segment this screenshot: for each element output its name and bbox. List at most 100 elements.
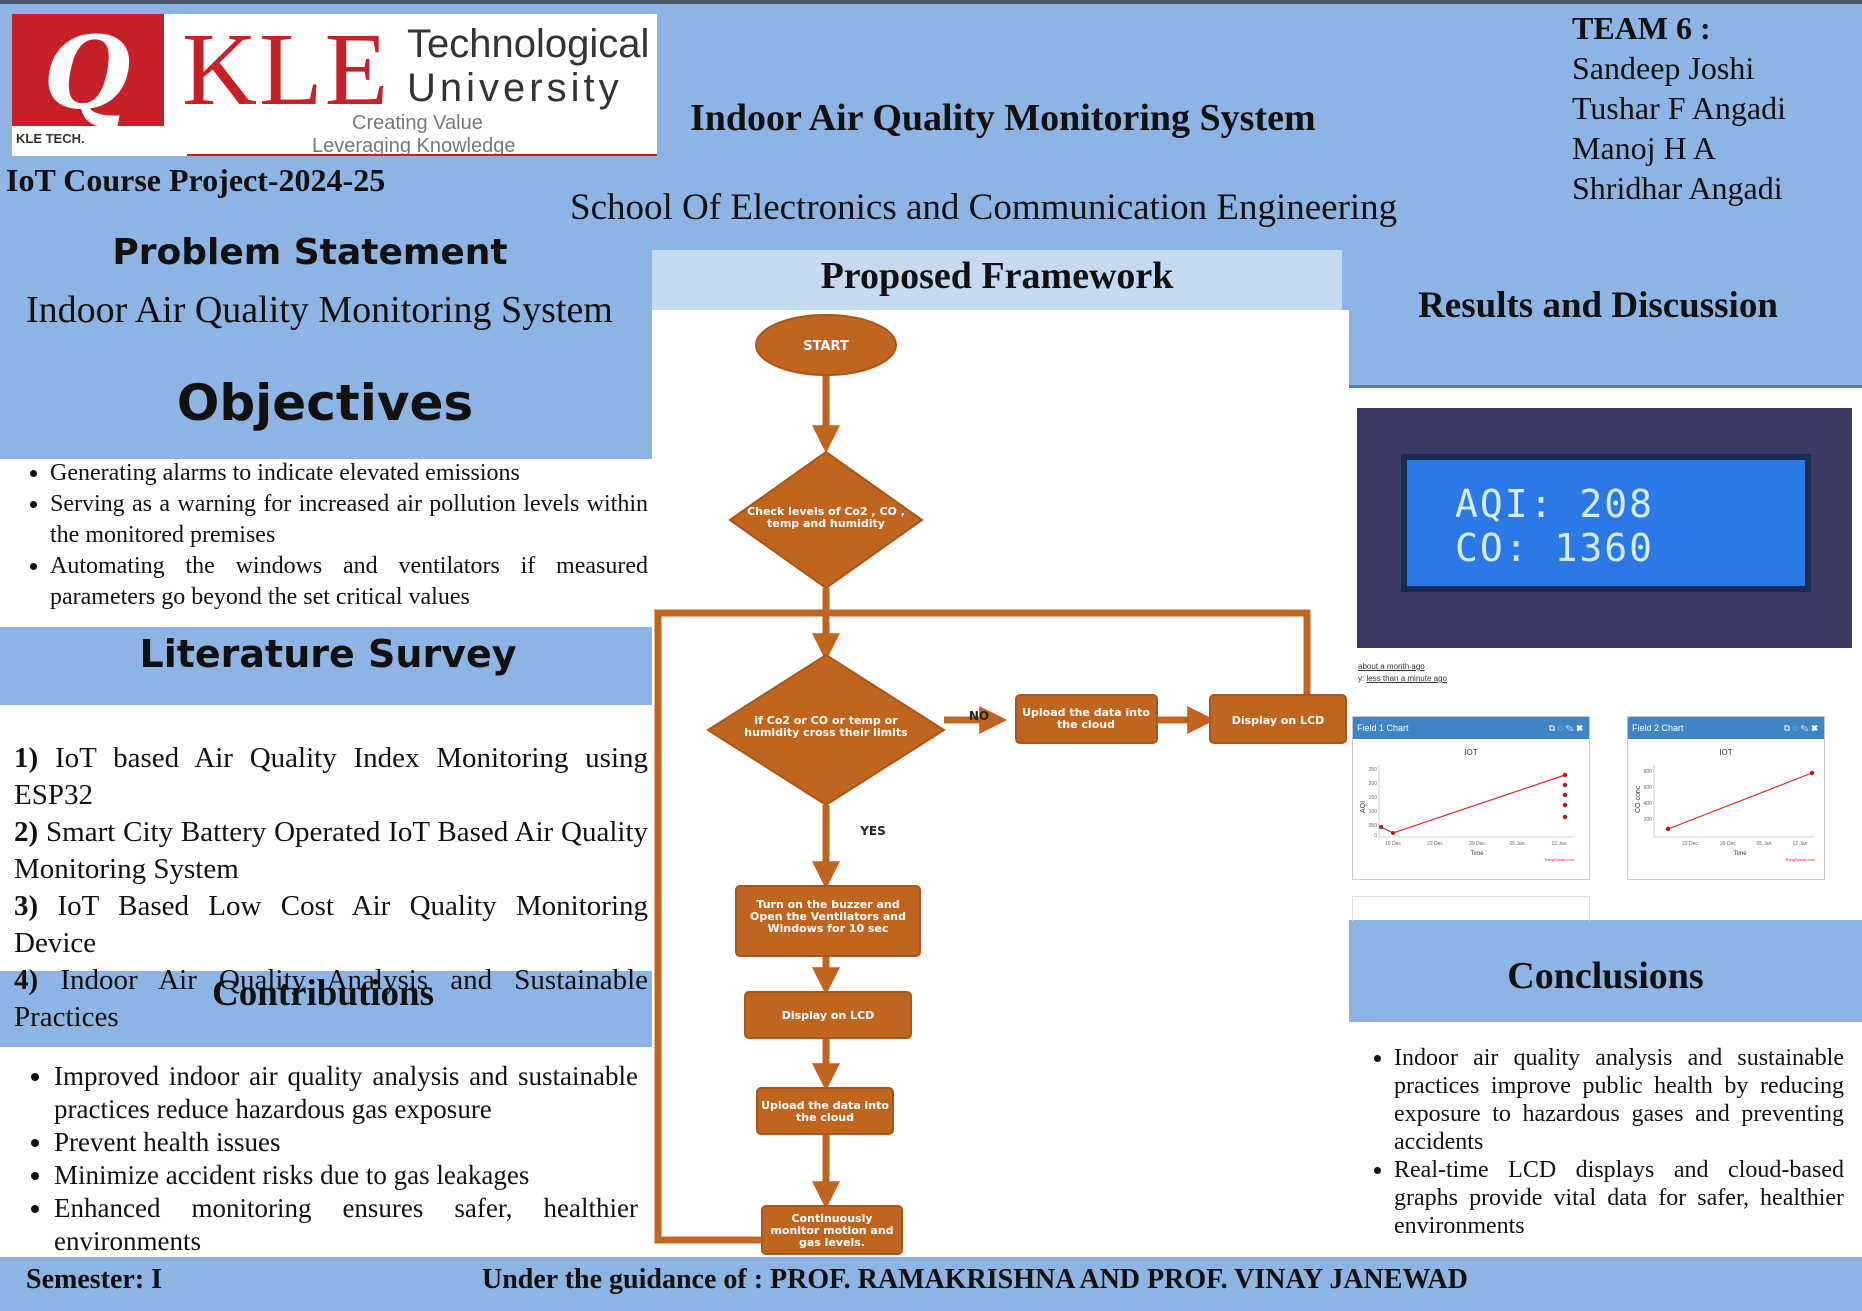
university-logo: Q KLE TECH. KLE Technological University… — [12, 14, 657, 156]
x-tick: 05 Jan — [1509, 841, 1524, 847]
upload-label: Upload the data into — [1022, 706, 1150, 719]
poster-title: Indoor Air Quality Monitoring System — [690, 97, 1316, 139]
upload-label: Upload the data into — [761, 1099, 889, 1112]
chart-credit: ThingSpeak.com — [1785, 857, 1816, 862]
limit-decision-diamond — [706, 653, 946, 807]
y-tick: 250 — [1369, 767, 1378, 773]
check-label: Check levels of Co2 , CO , — [747, 505, 905, 518]
upload-cloud-box — [1015, 694, 1158, 744]
field2-chart-plot: IOT CO conc 800 600 400 200 22 Dec 29 De… — [1635, 748, 1816, 862]
problem-statement-text: Indoor Air Quality Monitoring System — [26, 289, 613, 331]
results-heading: Results and Discussion — [1418, 285, 1778, 326]
y-tick: 600 — [1644, 785, 1653, 791]
display-lcd-box — [744, 991, 912, 1039]
x-tick: 12 Jan — [1792, 841, 1807, 847]
x-tick: 15 Dec — [1385, 841, 1401, 847]
contribution-item: Improved indoor air quality analysis and… — [54, 1060, 638, 1126]
literature-panel — [0, 705, 652, 971]
x-tick: 05 Jan — [1756, 841, 1771, 847]
lcd-screen: AQI: 208 CO: 1360 — [1401, 454, 1811, 592]
field1-chart: Field 1 Chart ⧉ ◌ ✎ ✖ IOT AQI 250 200 150… — [1352, 716, 1590, 880]
yes-label: YES — [859, 824, 886, 838]
guidance-label: Under the guidance of : PROF. RAMAKRISHN… — [482, 1264, 1468, 1295]
data-point — [1562, 792, 1568, 798]
literature-survey-heading: Literature Survey — [139, 632, 517, 676]
logo-technological-text: Technological — [407, 22, 650, 66]
buzzer-label: Open the Ventilators and — [750, 910, 906, 923]
y-tick: 150 — [1369, 795, 1378, 801]
conclusions-panel — [1349, 1022, 1862, 1257]
logo-underline — [187, 154, 657, 156]
field1-chart-plot: IOT AQI 250 200 150 100 050 0 15 Dec 22 … — [1360, 748, 1575, 862]
contributions-heading: Contributions — [211, 973, 435, 1014]
lcd-photo: AQI: 208 CO: 1360 — [1357, 408, 1852, 648]
display-label: Display on LCD — [1232, 714, 1325, 727]
y-tick: 200 — [1644, 817, 1653, 823]
data-point — [1562, 772, 1568, 778]
chart-placeholder — [1352, 896, 1590, 921]
team-member: Shridhar Angadi — [1572, 170, 1783, 206]
field2-chart: Field 2 Chart ⧉ ◌ ✎ ✖ IOT CO conc 800 600… — [1627, 716, 1825, 880]
framework-heading: Proposed Framework — [820, 255, 1174, 297]
contributions-list: Improved indoor air quality analysis and… — [32, 1060, 638, 1258]
check-label: temp and humidity — [767, 517, 885, 530]
logo-q-glyph: Q — [43, 14, 131, 132]
monitor-label: monitor motion and — [770, 1224, 893, 1237]
framework-heading-band — [652, 250, 1342, 310]
team-member: Manoj H A — [1572, 130, 1716, 166]
lcd-co-line: CO: 1360 — [1455, 526, 1655, 570]
objectives-list: Generating alarms to indicate elevated e… — [28, 458, 648, 613]
logo-university-text: University — [407, 66, 623, 110]
check-levels-diamond — [728, 450, 924, 590]
data-point — [1562, 802, 1568, 808]
y-tick: 0 — [1374, 833, 1377, 839]
objective-item: Serving as a warning for increased air p… — [50, 489, 648, 551]
data-point — [1562, 814, 1568, 820]
y-tick: 400 — [1644, 801, 1653, 807]
lcd-aqi-line: AQI: 208 — [1455, 482, 1655, 526]
contribution-item: Enhanced monitoring ensures safer, healt… — [54, 1192, 638, 1258]
literature-item: 1) IoT based Air Quality Index Monitorin… — [14, 742, 649, 811]
team-block: TEAM 6 : Sandeep Joshi Tushar F Angadi M… — [1572, 8, 1786, 208]
x-tick: 12 Jan — [1551, 841, 1566, 847]
field2-chart-title: Field 2 Chart ⧉ ◌ ✎ ✖ — [1628, 717, 1824, 739]
chart-credit: ThingSpeak.com — [1544, 857, 1575, 862]
monitor-label: Continuously — [791, 1212, 872, 1225]
display-lcd-box — [1209, 694, 1347, 744]
literature-item: 4) Indoor Air Quality Analysis and Susta… — [14, 964, 648, 1033]
objectives-panel — [0, 459, 652, 627]
field1-chart-title: Field 1 Chart ⧉ ◌ ✎ ✖ — [1353, 717, 1589, 739]
problem-statement-heading: Problem Statement — [112, 232, 508, 273]
y-tick: 200 — [1369, 781, 1378, 787]
field2-series-line — [1667, 772, 1813, 830]
flowchart: START Check levels of Co2 , CO , temp an… — [654, 314, 1347, 1255]
buzzer-label: Windows for 10 sec — [768, 922, 889, 935]
field1-series-line — [1380, 774, 1566, 834]
decision-label: if Co2 or CO or temp or — [754, 714, 898, 727]
logo-tagline-2: Leveraging Knowledge — [312, 136, 516, 156]
chart-ylabel: AQI — [1360, 801, 1367, 813]
results-divider — [1349, 385, 1862, 388]
y-tick: 050 — [1369, 823, 1378, 829]
no-label: NO — [969, 709, 989, 723]
conclusion-item: Indoor air quality analysis and sustaina… — [1394, 1044, 1844, 1156]
x-tick: 22 Dec — [1682, 841, 1698, 847]
display-label: Display on LCD — [782, 1009, 875, 1022]
literature-item: 2) Smart City Battery Operated IoT Based… — [14, 816, 649, 885]
decision-label: humidity cross their limits — [744, 726, 908, 739]
objective-item: Generating alarms to indicate elevated e… — [50, 458, 648, 489]
y-tick: 100 — [1369, 809, 1378, 815]
upload-label: the cloud — [796, 1111, 854, 1124]
lcd-return-line — [826, 609, 1311, 718]
logo-kle-text: KLE — [182, 12, 391, 127]
meta-last-entry: about a month ago — [1358, 662, 1425, 671]
buzzer-ventilator-box — [735, 885, 921, 957]
data-point — [1665, 826, 1671, 832]
chart-xlabel: Time — [1470, 851, 1484, 857]
objectives-heading: Objectives — [176, 374, 474, 432]
upload-cloud-box — [756, 1087, 894, 1135]
conclusion-item: Real-time LCD displays and cloud-based g… — [1394, 1156, 1844, 1240]
chart-series-label: IOT — [1719, 748, 1732, 757]
logo-tagline-1: Creating Value — [352, 112, 483, 134]
conclusions-list: Indoor air quality analysis and sustaina… — [1372, 1044, 1844, 1240]
